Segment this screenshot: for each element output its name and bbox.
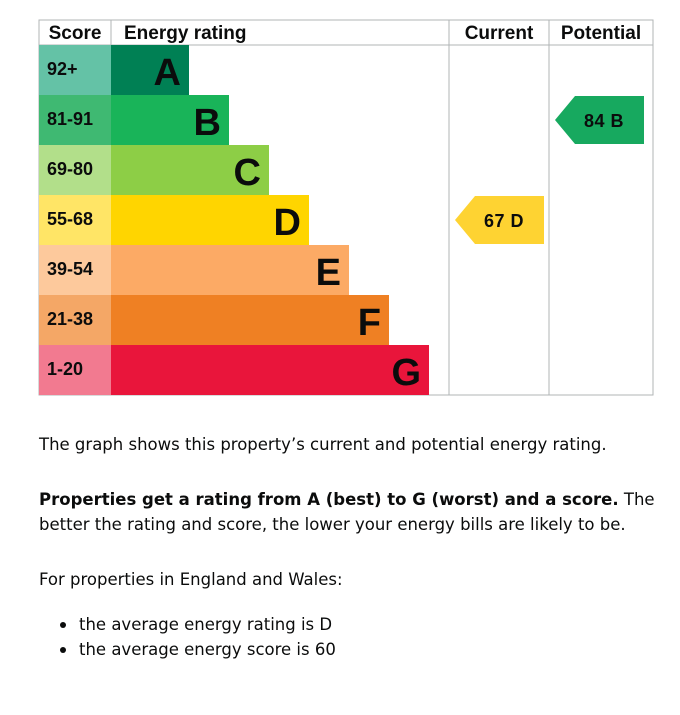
current-rating-label: 67 D [484, 211, 524, 231]
band-bar-a [111, 45, 189, 95]
band-bar-c [111, 145, 269, 195]
graph-summary: The graph shows this property’s current … [39, 435, 607, 454]
score-cell-f [39, 295, 111, 345]
score-header: Score [49, 23, 102, 44]
score-cell-d [39, 195, 111, 245]
score-cell-e [39, 245, 111, 295]
score-cell-c [39, 145, 111, 195]
band-letter-a: A [154, 52, 181, 94]
potential-rating-label: 84 B [584, 111, 624, 131]
rating-explanation-bold: Properties get a rating from A (best) to… [39, 490, 619, 509]
score-cell-g [39, 345, 111, 395]
score-range-c: 69-80 [47, 159, 93, 179]
score-range-a: 92+ [47, 59, 78, 79]
band-letter-f: F [358, 302, 381, 344]
score-cell-b [39, 95, 111, 145]
score-range-b: 81-91 [47, 109, 93, 129]
band-bar-e [111, 245, 349, 295]
score-range-g: 1-20 [47, 359, 83, 379]
band-bar-f [111, 295, 389, 345]
band-letter-d: D [274, 202, 301, 244]
energy-rating-chart: Score Energy rating Current Potential 92+ A 81… [38, 19, 654, 396]
average-score-item: the average energy score is 60 [39, 637, 336, 662]
average-rating-item: the average energy rating is D [39, 612, 336, 637]
energy-rating-header: Energy rating [124, 23, 246, 44]
band-letter-e: E [316, 252, 341, 294]
averages-list: the average energy rating is D the avera… [39, 612, 336, 662]
potential-rating-arrow [555, 96, 644, 144]
current-rating-arrow [455, 196, 544, 244]
score-range-e: 39-54 [47, 259, 93, 279]
rating-explanation: Properties get a rating from A (best) to… [39, 487, 659, 537]
band-letter-b: B [194, 102, 221, 144]
band-bar-g [111, 345, 429, 395]
score-range-f: 21-38 [47, 309, 93, 329]
score-range-d: 55-68 [47, 209, 93, 229]
band-bar-b [111, 95, 229, 145]
band-letter-c: C [234, 152, 261, 194]
rating-explanation-rest: The better the rating and score, the low… [39, 490, 655, 534]
current-header: Current [465, 23, 534, 44]
band-bar-d [111, 195, 309, 245]
region-intro: For properties in England and Wales: [39, 570, 343, 589]
potential-header: Potential [561, 23, 641, 44]
score-cell-a [39, 45, 111, 95]
band-letter-g: G [391, 352, 421, 394]
